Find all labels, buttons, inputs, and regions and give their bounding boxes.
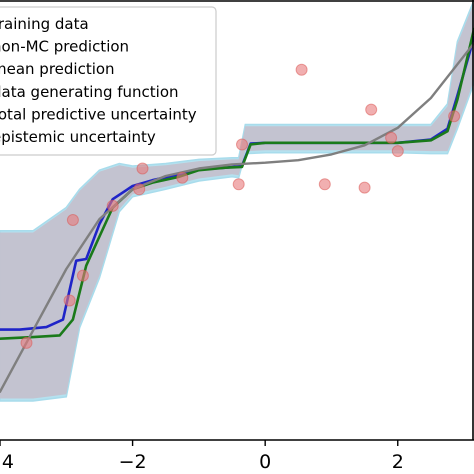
data-generating-function-line <box>0 42 474 393</box>
data-point <box>66 214 79 226</box>
x-tick-label: 0 <box>259 451 271 473</box>
uncertainty-bands <box>0 0 474 402</box>
data-point <box>391 145 404 158</box>
data-point <box>63 294 76 307</box>
legend-data-generating-function-label: data generating function <box>0 83 179 101</box>
data-point <box>365 103 378 116</box>
data-point <box>20 336 33 349</box>
legend-total-predictive-uncertainty-label: total predictive uncertainty <box>0 105 197 123</box>
data-point <box>385 131 398 144</box>
data-point <box>448 110 461 123</box>
data-point <box>236 138 248 151</box>
legend-epistemic-uncertainty-label: epistemic uncertainty <box>0 128 156 146</box>
series-lines <box>0 27 474 393</box>
data-point <box>358 181 371 194</box>
data-point <box>295 63 308 76</box>
data-point <box>318 178 331 191</box>
legend-box <box>0 6 217 156</box>
data-point <box>176 171 189 184</box>
x-tick-label: −4 <box>0 451 14 473</box>
legend: training data non-MC prediction mean predi… <box>0 6 217 156</box>
data-point <box>133 183 146 196</box>
legend-training-data-label: training data <box>0 15 89 33</box>
x-tick-label: −2 <box>119 451 147 473</box>
data-point <box>232 178 245 191</box>
mean-prediction-line <box>0 27 474 341</box>
legend-mean-prediction-label: mean prediction <box>0 60 115 78</box>
epistemic-uncertainty-band <box>0 2 474 399</box>
legend-non-mc-prediction-label: non-MC prediction <box>0 38 129 56</box>
data-point <box>76 269 89 282</box>
training-points <box>20 63 461 349</box>
data-point <box>136 162 149 175</box>
data-point <box>106 199 119 212</box>
x-tick-label: 2 <box>392 451 404 473</box>
